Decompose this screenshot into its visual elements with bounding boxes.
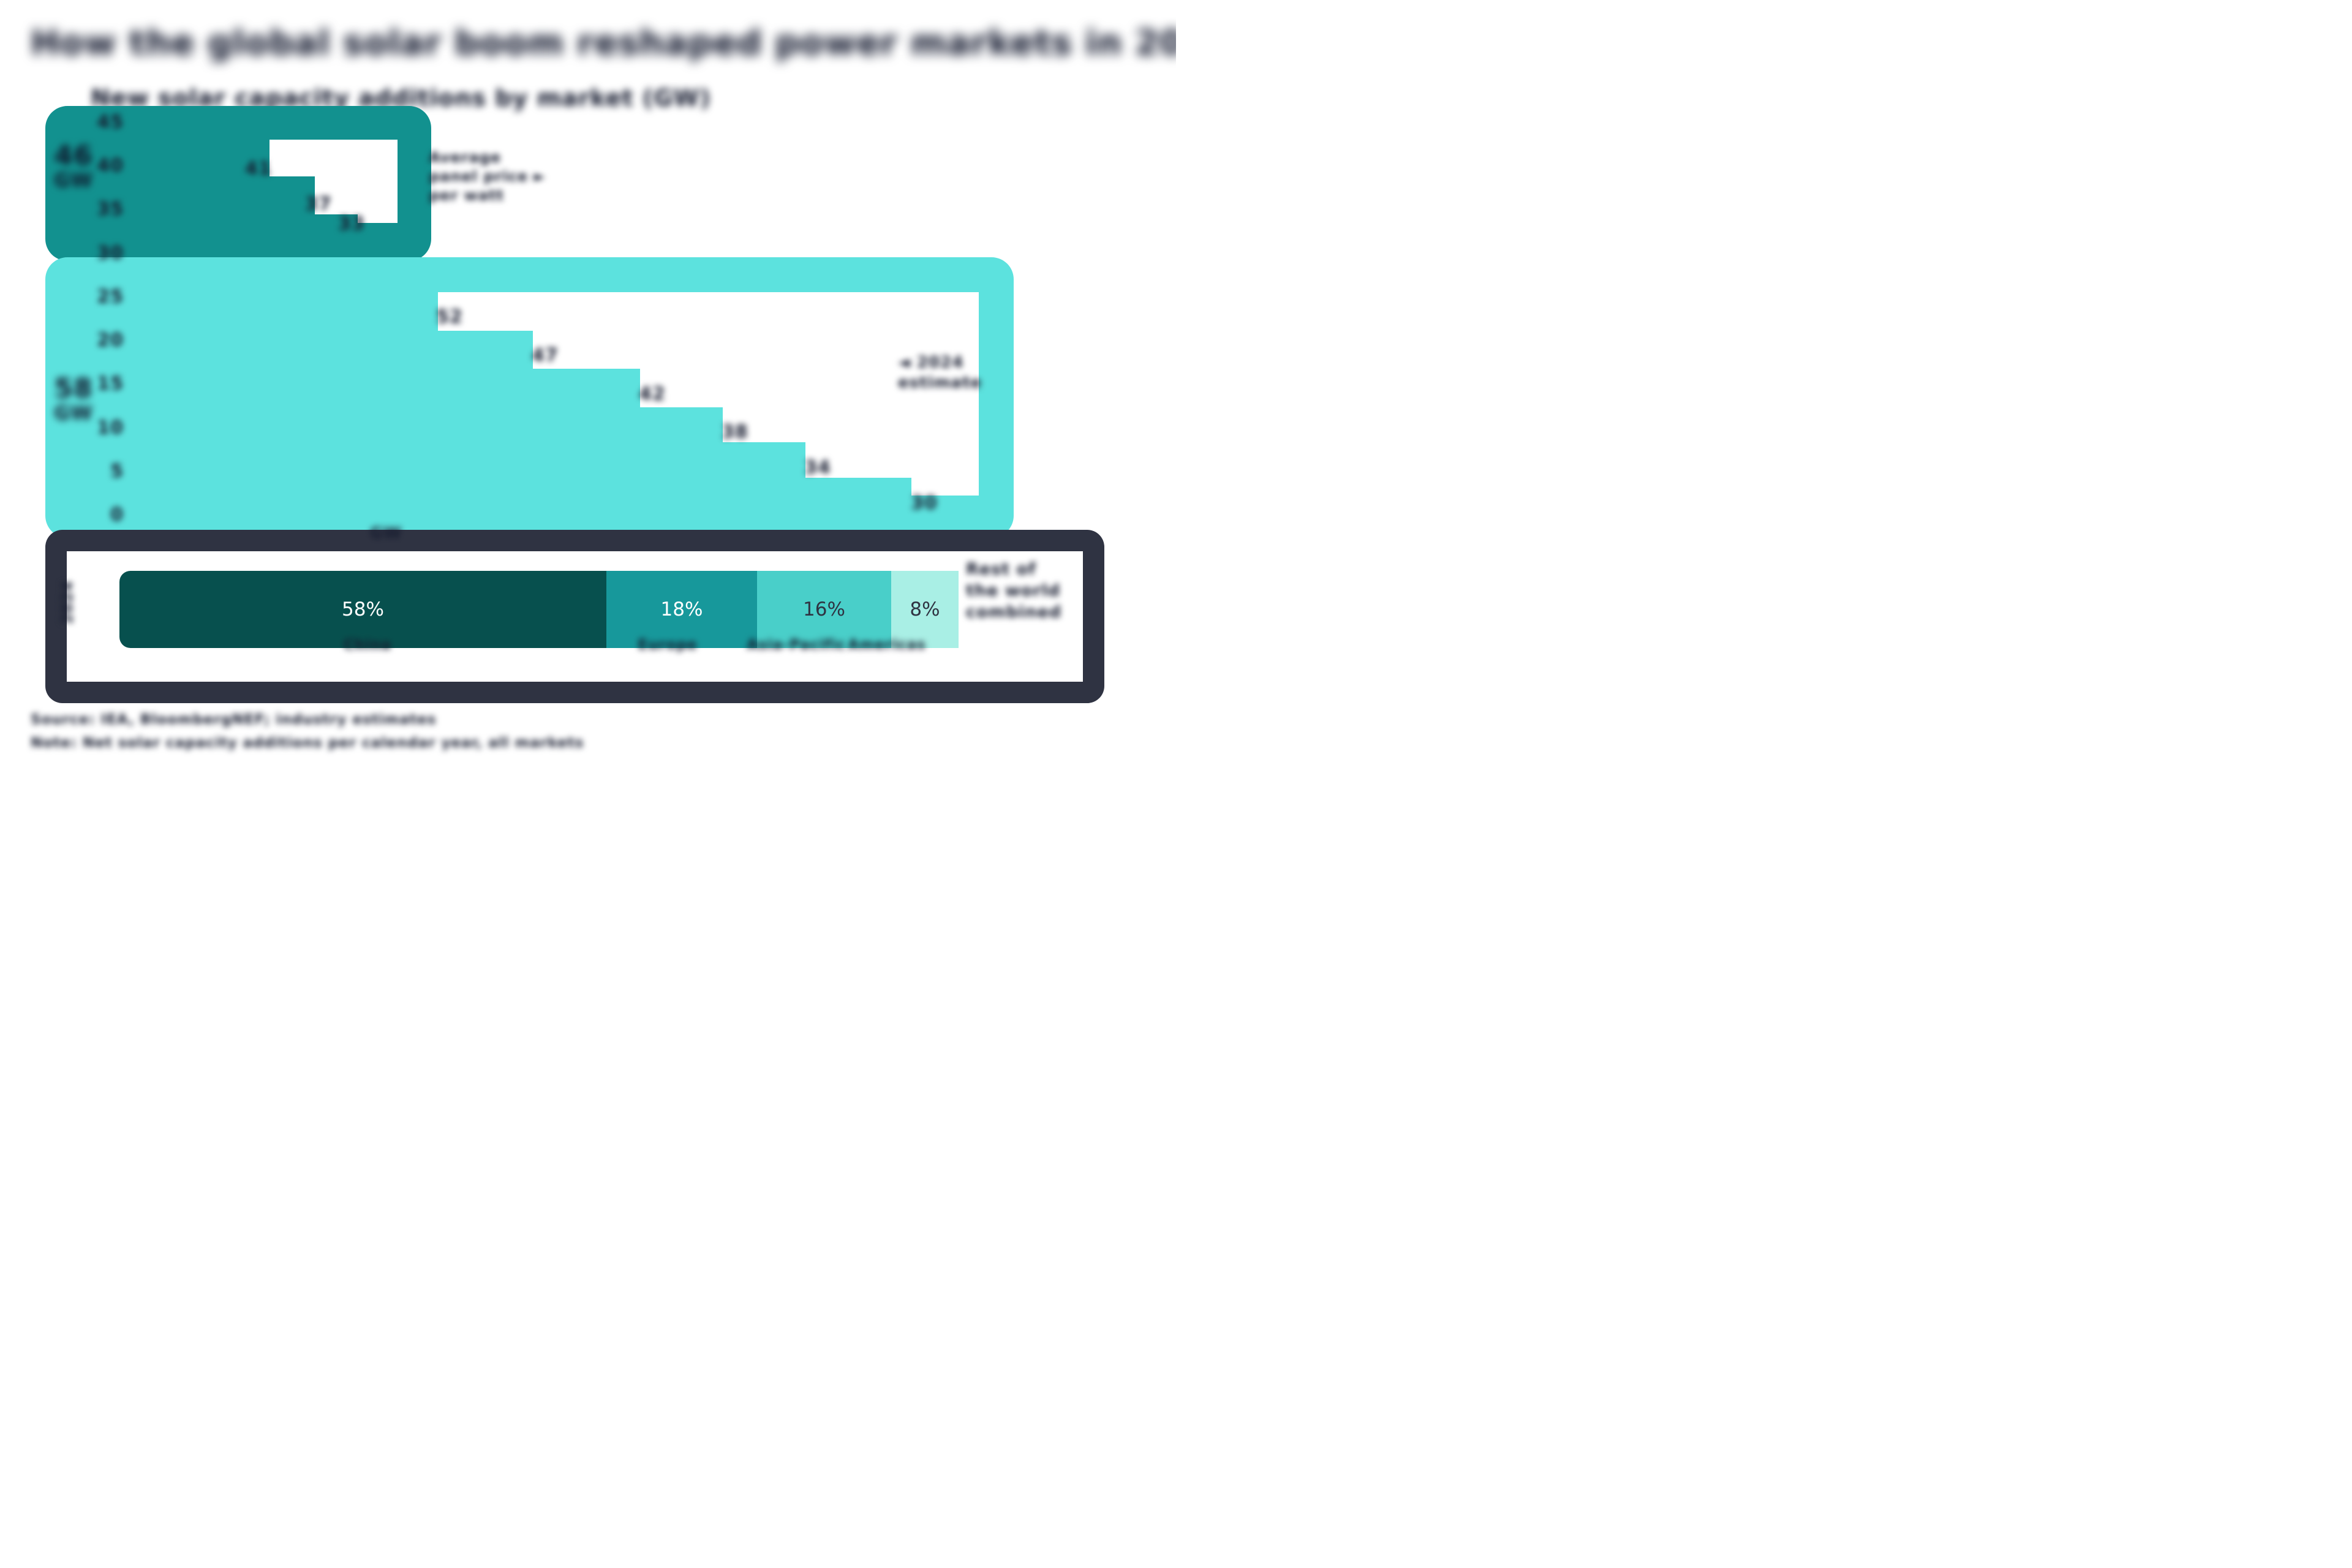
step-value-label: 33 xyxy=(338,213,365,235)
step-value-label: 42 xyxy=(639,383,666,405)
segment-category-label: Americas xyxy=(848,637,926,653)
y-tick: 0 xyxy=(110,503,124,526)
segment-category-label: China xyxy=(343,637,392,653)
start-value: 46 xyxy=(54,140,93,172)
step-area-segment xyxy=(533,369,640,503)
lower-step-area xyxy=(80,292,979,503)
source-line: Source: IEA, BloombergNEF; industry esti… xyxy=(31,712,437,728)
segment-value: 16% xyxy=(803,598,845,620)
legend-line: the world xyxy=(966,581,1061,601)
step-value-label: 52 xyxy=(436,306,463,328)
segment-category-label: Europe xyxy=(638,637,698,653)
annotation-line: Average xyxy=(429,149,502,166)
page-title: How the global solar boom reshaped power… xyxy=(31,23,1176,63)
annotation-line: ◄ 2024 xyxy=(898,353,964,372)
solar-infographic: How the global solar boom reshaped power… xyxy=(0,0,1176,784)
bar-segment-europe: 18% xyxy=(606,571,757,648)
step-value-label: 34 xyxy=(804,457,831,478)
step-area-segment xyxy=(315,214,358,227)
y-tick: 15 xyxy=(97,373,124,395)
y-tick: 40 xyxy=(97,155,124,177)
step-area-segment xyxy=(79,140,270,227)
segment-value: 58% xyxy=(342,598,384,620)
step-area-segment xyxy=(805,478,911,503)
step-area-segment xyxy=(80,292,438,503)
bar-row-label: 2024 xyxy=(59,581,76,624)
upper-card-annotation: Average panel price ► per watt xyxy=(429,148,545,206)
step-value-label: 37 xyxy=(305,194,332,215)
y-axis-tick-labels: 45 40 35 30 25 20 15 10 5 0 xyxy=(78,111,124,526)
stacked-bar: 58% 18% 16% 8% xyxy=(119,571,959,648)
y-tick: 5 xyxy=(110,460,124,482)
step-area-segment xyxy=(640,407,723,503)
lower-card-start-value: 58 GW xyxy=(31,373,116,425)
upper-step-area xyxy=(79,140,398,227)
y-tick: 30 xyxy=(97,242,124,264)
step-area-segment xyxy=(270,176,315,227)
step-area-segment xyxy=(438,331,533,503)
step-value-label: 41 xyxy=(245,158,272,179)
bar-segment-americas: 8% xyxy=(891,571,959,648)
y-tick: 25 xyxy=(97,285,124,307)
y-tick: 45 xyxy=(97,111,124,133)
step-value-label: 47 xyxy=(532,345,559,366)
start-value: 58 xyxy=(54,373,93,404)
annotation-line: panel price ► xyxy=(429,168,546,186)
step-value-label: 38 xyxy=(722,421,748,443)
segment-category-label: Asia-Pacific xyxy=(747,637,846,653)
y-tick: 10 xyxy=(97,417,124,439)
bar-right-legend: Rest of the world combined xyxy=(966,559,1088,623)
lower-step-card xyxy=(45,257,1014,538)
axis-unit-label: GW xyxy=(370,524,402,543)
note-line: Note: Net solar capacity additions per c… xyxy=(31,735,584,751)
legend-line: combined xyxy=(966,603,1062,622)
annotation-line: estimate xyxy=(898,373,982,392)
y-tick: 20 xyxy=(97,330,124,352)
y-tick: 35 xyxy=(97,198,124,221)
bar-segment-asia-pacific: 16% xyxy=(757,571,891,648)
step-area-segment xyxy=(723,442,805,503)
start-unit: GW xyxy=(54,168,93,192)
step-area-segment xyxy=(358,223,398,227)
upper-card-start-value: 46 GW xyxy=(31,140,116,192)
annotation-line: per watt xyxy=(429,187,504,205)
start-unit: GW xyxy=(54,401,93,425)
step-value-label: 30 xyxy=(911,492,938,514)
legend-line: Rest of xyxy=(966,560,1036,579)
step-area-segment xyxy=(911,496,979,503)
bar-segment-china: 58% xyxy=(119,571,606,648)
segment-value: 18% xyxy=(660,598,703,620)
lower-card-annotation: ◄ 2024 estimate xyxy=(898,353,996,393)
upper-step-card xyxy=(45,106,431,261)
segment-value: 8% xyxy=(910,598,940,620)
